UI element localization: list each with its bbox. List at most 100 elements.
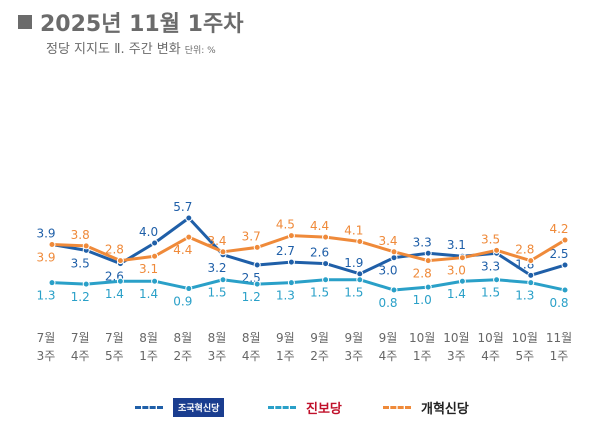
data-point xyxy=(151,239,159,247)
chart-title: 2025년 11월 1주차 xyxy=(18,6,243,38)
data-point xyxy=(356,276,364,284)
data-point xyxy=(356,238,364,246)
x-tick-label: 3주 xyxy=(344,349,363,363)
data-label: 1.5 xyxy=(344,286,363,300)
data-point xyxy=(493,276,501,284)
data-point xyxy=(424,249,432,257)
data-label: 4.4 xyxy=(173,243,192,257)
data-point xyxy=(493,246,501,254)
x-tick-label: 1주 xyxy=(139,349,158,363)
data-label: 4.0 xyxy=(139,225,158,239)
x-tick-label: 7월 xyxy=(37,331,56,345)
x-tick-label: 5주 xyxy=(515,349,534,363)
unit-label: 단위: % xyxy=(184,46,216,56)
data-point xyxy=(322,260,330,268)
data-label: 3.1 xyxy=(139,262,158,276)
x-tick-label: 1주 xyxy=(276,349,295,363)
data-point xyxy=(322,276,330,284)
data-point xyxy=(287,279,295,287)
x-tick-label: 10월 xyxy=(477,331,503,345)
x-tick-label: 4주 xyxy=(481,349,500,363)
data-label: 2.8 xyxy=(413,267,432,281)
x-tick-label: 9월 xyxy=(379,331,398,345)
data-point xyxy=(424,283,432,291)
data-label: 1.4 xyxy=(447,287,466,301)
data-label: 3.9 xyxy=(36,226,55,240)
data-point xyxy=(116,257,124,265)
x-tick-label: 8월 xyxy=(173,331,192,345)
data-label: 2.6 xyxy=(310,246,329,260)
data-point xyxy=(527,279,535,287)
x-tick-label: 11월 xyxy=(546,331,572,345)
data-point xyxy=(151,277,159,285)
data-label: 1.5 xyxy=(481,286,500,300)
data-label: 3.4 xyxy=(378,234,397,248)
data-label: 3.3 xyxy=(481,259,500,273)
x-tick-label: 9월 xyxy=(310,331,329,345)
data-label: 3.0 xyxy=(447,264,466,278)
data-label: 1.5 xyxy=(207,286,226,300)
data-label: 3.2 xyxy=(207,261,226,275)
x-tick-label: 3주 xyxy=(208,349,227,363)
data-label: 2.7 xyxy=(276,244,295,258)
data-label: 3.8 xyxy=(71,228,90,242)
data-label: 0.8 xyxy=(549,296,568,310)
x-tick-label: 8월 xyxy=(208,331,227,345)
x-tick-label: 8월 xyxy=(139,331,158,345)
x-tick-label: 8월 xyxy=(242,331,261,345)
data-label: 3.7 xyxy=(242,229,261,243)
data-label: 4.1 xyxy=(344,224,363,238)
data-point xyxy=(458,277,466,285)
legend-line xyxy=(135,406,163,409)
data-label: 3.1 xyxy=(447,238,466,252)
x-tick-label: 10월 xyxy=(443,331,469,345)
data-label: 1.4 xyxy=(139,287,158,301)
x-tick-label: 1주 xyxy=(413,349,432,363)
data-point xyxy=(527,271,535,279)
legend-line xyxy=(383,406,411,409)
data-point xyxy=(561,261,569,269)
x-tick-label: 3주 xyxy=(37,349,56,363)
data-label: 3.9 xyxy=(36,250,55,264)
data-point xyxy=(48,279,56,287)
data-label: 1.0 xyxy=(413,293,432,307)
data-label: 2.8 xyxy=(515,243,534,257)
data-label: 3.5 xyxy=(481,232,500,246)
x-tick-label: 7월 xyxy=(105,331,124,345)
legend-label: 조국혁신당 xyxy=(173,398,225,417)
x-tick-label: 4주 xyxy=(71,349,90,363)
x-tick-label: 10월 xyxy=(512,331,538,345)
x-tick-label: 7월 xyxy=(71,331,90,345)
data-point xyxy=(48,240,56,248)
title-text: 2025년 11월 1주차 xyxy=(40,12,244,37)
chart-subtitle: 정당 지지도 Ⅱ. 주간 변화 단위: % xyxy=(46,38,216,57)
data-point xyxy=(219,276,227,284)
data-point xyxy=(322,233,330,241)
data-label: 3.0 xyxy=(378,264,397,278)
legend-item-1: 진보당 xyxy=(268,398,342,417)
data-label: 3.5 xyxy=(71,256,90,270)
x-tick-label: 4주 xyxy=(379,349,398,363)
data-label: 3.4 xyxy=(207,234,226,248)
series-line xyxy=(51,278,566,292)
data-point xyxy=(185,214,193,222)
x-tick-label: 9월 xyxy=(276,331,295,345)
data-point xyxy=(424,257,432,265)
data-point xyxy=(390,286,398,294)
square-icon xyxy=(18,15,32,29)
data-point xyxy=(527,257,535,265)
data-label: 4.5 xyxy=(276,218,295,232)
data-point xyxy=(82,242,90,250)
data-label: 1.3 xyxy=(36,289,55,303)
legend-line xyxy=(268,406,296,409)
data-point xyxy=(561,286,569,294)
x-tick-label: 3주 xyxy=(447,349,466,363)
x-tick-label: 10월 xyxy=(409,331,435,345)
legend-item-2: 개혁신당 xyxy=(383,398,469,417)
legend-label: 진보당 xyxy=(306,402,342,417)
x-tick-label: 9월 xyxy=(344,331,363,345)
data-label: 5.7 xyxy=(173,200,192,214)
x-tick-label: 2주 xyxy=(310,349,329,363)
x-tick-label: 2주 xyxy=(173,349,192,363)
